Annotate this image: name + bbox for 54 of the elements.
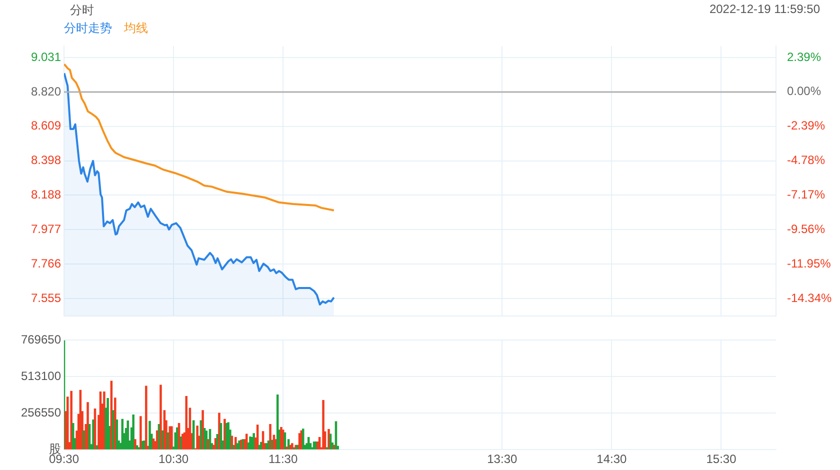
bar <box>126 420 129 450</box>
x-tick-label: 11:30 <box>268 452 298 466</box>
bar <box>134 439 136 450</box>
bar <box>196 426 198 450</box>
x-tick-label: 13:30 <box>487 452 518 466</box>
text: 分时走势 <box>64 21 112 35</box>
bar <box>86 402 89 450</box>
bar <box>207 439 210 450</box>
bar <box>218 412 220 450</box>
bar <box>140 416 142 450</box>
y2-tick-label: -7.17% <box>787 188 826 202</box>
bar <box>322 400 324 450</box>
y2-tick-label: 2.39% <box>787 50 822 64</box>
y2-tick-label: -4.78% <box>787 153 826 168</box>
y-tick-label: 股 <box>49 442 61 456</box>
bar <box>185 396 188 450</box>
text: 2022-12-19 11:59:50 <box>709 2 820 16</box>
y-tick-label: 8.188 <box>30 188 62 202</box>
y2-tick-label: 0.00% <box>787 84 822 98</box>
bar <box>106 398 109 450</box>
y-tick-label: 256550 <box>20 405 62 420</box>
y-tick-label: 7.555 <box>30 290 62 305</box>
bar <box>202 410 204 450</box>
bar <box>70 390 72 450</box>
y-tick-label: 9.031 <box>30 50 62 64</box>
text: 均线 <box>124 21 148 35</box>
y-tick-label: 8.820 <box>30 84 62 98</box>
y2-tick-label: -11.95% <box>787 256 832 270</box>
bar <box>148 420 151 450</box>
bar <box>274 439 277 450</box>
bar <box>224 418 226 450</box>
bar <box>160 384 162 450</box>
bar <box>269 424 272 450</box>
y-tick-label: 7.766 <box>30 256 62 270</box>
bar <box>280 426 282 450</box>
bar <box>328 428 330 450</box>
y-tick-label: 513100 <box>20 368 62 383</box>
bar <box>145 386 148 450</box>
y-tick-label: 8.609 <box>30 118 62 133</box>
y2-tick-label: -9.56% <box>787 222 826 236</box>
y-tick-label: 769650 <box>20 332 62 347</box>
y-tick-label: 8.398 <box>30 153 62 168</box>
bar <box>270 440 274 450</box>
bar <box>234 437 237 450</box>
x-tick-label: 10:30 <box>158 452 189 466</box>
x-tick-label: 14:30 <box>596 452 628 466</box>
bar <box>132 414 134 450</box>
chart-title: 分时 <box>70 2 94 19</box>
y2-tick-label: -14.34% <box>787 290 832 305</box>
y2-tick-label: -2.39% <box>787 118 826 133</box>
bar <box>103 392 106 450</box>
x-tick-label: 15:30 <box>706 452 737 466</box>
y-tick-label: 7.977 <box>30 222 62 236</box>
bar <box>252 433 255 450</box>
